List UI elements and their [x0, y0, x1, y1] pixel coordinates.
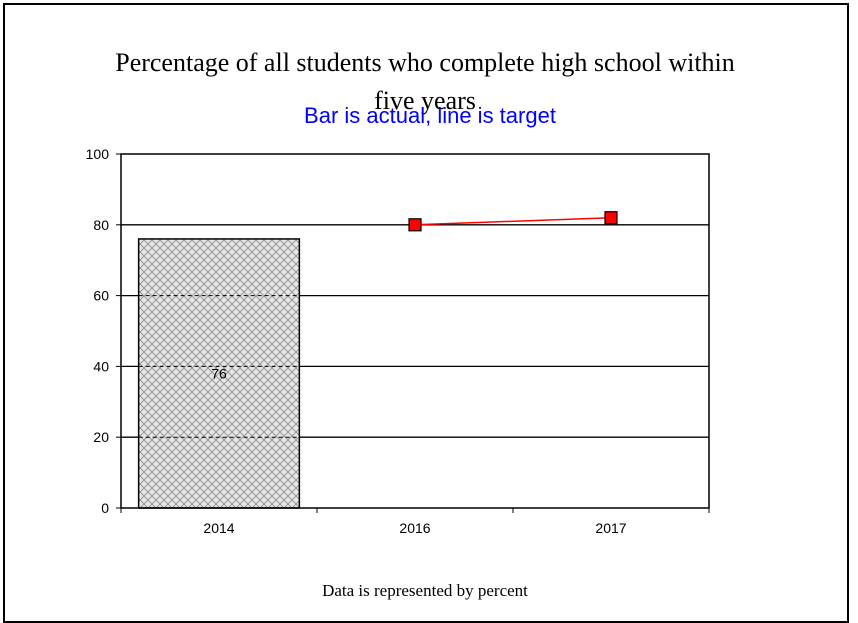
plot-area-border	[120, 153, 710, 509]
target-point-2016	[408, 218, 422, 232]
y-tick-label-40: 40	[93, 358, 109, 374]
x-tick-label-2017: 2017	[595, 520, 626, 536]
target-line	[414, 216, 612, 226]
x-tick-label-2014: 2014	[203, 520, 234, 536]
chart-footnote: Data is represented by percent	[322, 581, 528, 600]
target-point-2017	[604, 211, 618, 225]
y-tick-label-60: 60	[93, 288, 109, 304]
chart-title: Percentage of all students who complete …	[115, 48, 735, 115]
y-tick-label-20: 20	[93, 429, 109, 445]
bar-2014	[137, 238, 301, 509]
y-tick-label-0: 0	[101, 500, 109, 516]
chart-subtitle: Bar is actual, line is target	[304, 103, 556, 128]
bar-data-label-2014: 76	[211, 365, 227, 381]
x-tick-label-2016: 2016	[399, 520, 430, 536]
y-tick-label-100: 100	[86, 146, 110, 162]
y-tick-label-80: 80	[93, 217, 109, 233]
